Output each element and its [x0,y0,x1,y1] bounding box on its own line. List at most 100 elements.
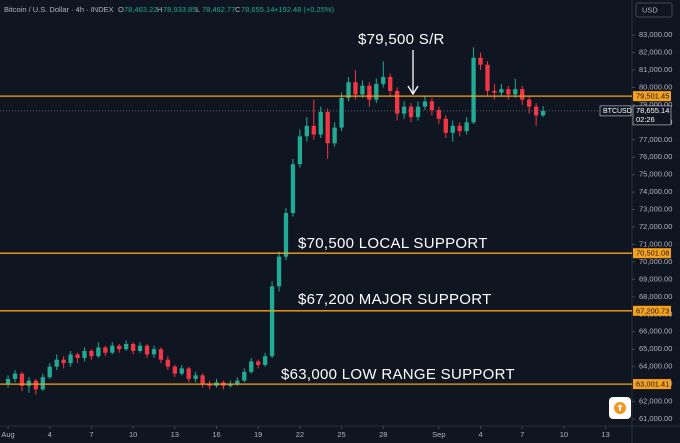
x-tick-label: 22 [296,430,304,439]
level-price-label: 79,501.45 [636,92,669,101]
candle-body [457,125,462,132]
candle-body [408,106,414,118]
y-tick-label: 68,000.00 [639,292,672,301]
y-tick-label: 69,000.00 [639,274,672,283]
annotation: $79,500 S/R [358,31,445,48]
x-tick-label: 13 [171,430,179,439]
y-tick-label: 70,000.00 [639,257,672,266]
candle-body [256,361,261,365]
candle-body [89,350,94,357]
candle-body [353,82,358,95]
candle-body [75,354,80,358]
candle-body [429,101,435,111]
ohlc-key: L [196,5,200,14]
x-tick-label: 7 [520,430,524,439]
y-tick-label: 64,000.00 [639,362,672,371]
candle-body [471,57,476,123]
y-tick-label: 62,000.00 [639,397,672,406]
candle-body [158,349,164,360]
y-tick-label: 79,000.00 [639,100,672,109]
symbol-label: BTCUSD [603,108,632,115]
candle-body [26,380,32,386]
candle-body [478,57,483,65]
x-tick-label: 13 [601,430,609,439]
y-tick-label: 71,000.00 [639,239,672,248]
candle-body [311,125,316,135]
plot-area [0,47,632,395]
candle-body [325,111,330,144]
candle-body [283,213,289,257]
y-tick-label: 72,000.00 [639,222,672,231]
x-tick-label: 19 [254,430,262,439]
y-tick-label: 66,000.00 [639,327,672,336]
candle-body [450,125,455,133]
level-price-label: 67,200.73 [636,306,669,315]
candle-body [332,127,337,144]
candle-body [193,375,198,379]
candle-body [533,106,539,116]
candle-body [186,368,191,379]
candle-body [499,89,504,93]
ohlc-value: 78,462.77 [202,5,235,14]
candle-body [290,164,296,214]
x-tick-label: 7 [89,430,93,439]
candle-body [82,350,87,358]
candle-body [318,111,323,135]
candle-body [381,76,386,84]
candle-body [262,356,268,365]
level-price-box [633,248,671,259]
ohlc-legend: O 78,463.22 H 78,933.85 L 78,462.77 C 78,655.14… [118,5,335,14]
candle-body [249,361,254,372]
candle-body [276,256,282,287]
candle-body [68,354,73,364]
candle-body [540,110,546,116]
candle-body [422,101,428,107]
currency-label[interactable]: USD [642,5,658,14]
candle-body [61,359,66,364]
ohlc-key: O [118,5,124,14]
currency-button[interactable] [635,2,673,18]
candle-body [520,89,525,100]
candle-body [12,373,18,379]
candle-body [242,371,247,381]
candle-body [47,366,52,378]
x-tick-label: 10 [129,430,137,439]
symbol-title: Bitcoin / U.S. Dollar · 4h · INDEX [4,5,114,14]
candle-body [269,286,275,357]
candle-body [110,345,115,353]
ohlc-key: H [157,5,162,14]
candle-body [346,82,351,98]
annotation: $63,000 LOW RANGE SUPPORT [281,366,515,383]
level-price-label: 63,001.41 [636,380,669,389]
y-tick-label: 75,000.00 [639,170,672,179]
y-tick-label: 61,000.00 [639,414,672,423]
ohlc-value: 78,933.85 [163,5,196,14]
symbol-box [599,105,632,117]
x-tick-label: Sep [432,430,445,439]
ohlc-key: C [235,5,241,14]
candle-body [40,377,45,390]
candle-body [395,90,400,114]
candle-body [513,89,518,95]
candle-body [228,384,233,386]
candle-body [144,345,150,355]
level-price-box [633,305,671,316]
annotation-arrowhead [407,85,419,96]
candle-body [485,64,490,91]
level-price-box [633,379,671,390]
logo [609,397,631,419]
last-price-label: 78,655.14 [636,106,669,115]
candle-body [96,347,101,357]
candle-body [492,90,497,93]
candle-body [151,349,157,355]
last-price-box [632,105,672,126]
candle-body [360,85,365,95]
candle-body [297,136,303,165]
logo-glyph [617,404,623,411]
candle-body [527,99,532,107]
candle-body [179,368,184,374]
y-tick-label: 74,000.00 [639,187,672,196]
candle-body [124,343,129,350]
